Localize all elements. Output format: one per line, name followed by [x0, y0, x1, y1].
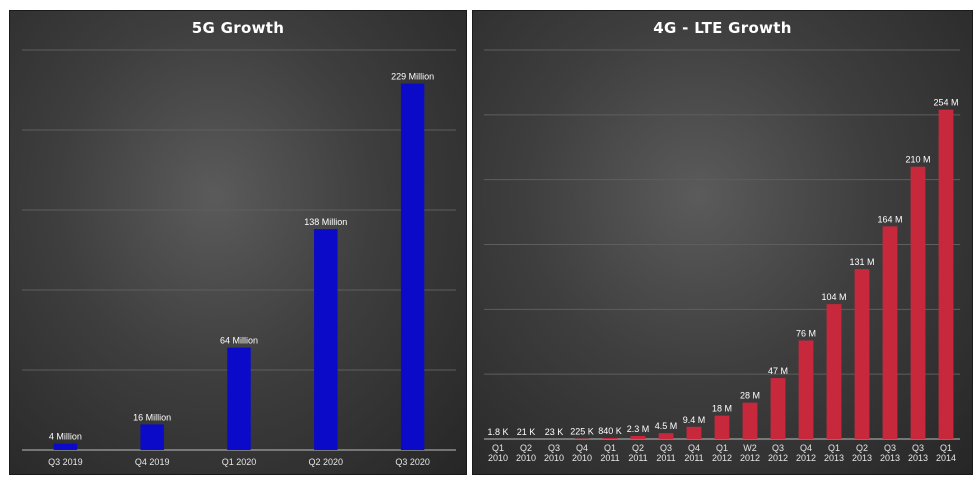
- lte-bar: [910, 166, 926, 439]
- lte-bar: [854, 269, 870, 439]
- lte-bar: [742, 402, 758, 439]
- lte-tick-label: 2014: [936, 453, 956, 463]
- lte-tick-label: Q2: [632, 443, 644, 453]
- chart-title-4g-lte: 4G - LTE Growth: [653, 19, 792, 37]
- lte-tick-label: 2010: [488, 453, 508, 463]
- lte-tick-label: 2012: [796, 453, 816, 463]
- chart-title-5g: 5G Growth: [191, 19, 285, 37]
- 5g-tick-label: Q4 2019: [135, 457, 170, 467]
- lte-tick-label: 2010: [572, 453, 592, 463]
- lte-tick-label: Q3: [772, 443, 784, 453]
- lte-tick-label: Q2: [856, 443, 868, 453]
- lte-tick-label: Q4: [800, 443, 812, 453]
- lte-tick-label: Q1: [940, 443, 952, 453]
- lte-data-label: 9.4 M: [683, 415, 706, 425]
- 5g-data-label: 16 Million: [133, 412, 171, 422]
- lte-bar: [826, 304, 842, 439]
- lte-bar: [686, 426, 702, 439]
- lte-tick-label: Q2: [520, 443, 532, 453]
- lte-tick-label: 2011: [600, 453, 619, 463]
- lte-data-label: 254 M: [933, 98, 958, 108]
- lte-data-label: 21 K: [517, 427, 536, 437]
- lte-data-label: 23 K: [545, 427, 564, 437]
- lte-tick-label: Q4: [688, 443, 700, 453]
- lte-bar: [882, 226, 898, 439]
- 5g-tick-label: Q2 2020: [309, 457, 344, 467]
- lte-tick-label: Q3: [912, 443, 924, 453]
- lte-tick-label: Q1: [604, 443, 616, 453]
- 5g-data-label: 229 Million: [391, 72, 434, 82]
- lte-data-label: 47 M: [768, 366, 788, 376]
- lte-bar: [602, 437, 618, 439]
- lte-tick-label: 2013: [880, 453, 900, 463]
- 5g-bar: [400, 83, 425, 450]
- lte-bar: [798, 340, 814, 439]
- lte-data-label: 1.8 K: [487, 427, 508, 437]
- lte-data-label: 18 M: [712, 404, 732, 414]
- lte-data-label: 4.5 M: [655, 421, 678, 431]
- lte-data-label: 210 M: [905, 155, 930, 165]
- lte-bar: [714, 415, 730, 439]
- lte-tick-label: Q3: [548, 443, 560, 453]
- lte-tick-label: Q3: [884, 443, 896, 453]
- 5g-bar: [140, 424, 164, 450]
- lte-tick-label: 2011: [656, 453, 675, 463]
- 5g-bar: [314, 229, 338, 450]
- lte-tick-label: Q1: [828, 443, 840, 453]
- lte-tick-label: 2012: [712, 453, 732, 463]
- lte-tick-label: 2012: [740, 453, 760, 463]
- lte-data-label: 225 K: [570, 427, 594, 437]
- lte-tick-label: 2011: [628, 453, 647, 463]
- chart-5g-growth: 4 Million Q3 2019 16 Million Q4 2019 64 Mill…: [22, 49, 456, 467]
- lte-data-label: 104 M: [821, 292, 846, 302]
- lte-tick-label: Q4: [576, 443, 588, 453]
- lte-tick-label: 2011: [684, 453, 703, 463]
- 5g-bar: [227, 347, 251, 450]
- lte-data-label: 28 M: [740, 391, 760, 401]
- 5g-tick-label: Q1 2020: [222, 457, 257, 467]
- lte-bar: [938, 109, 954, 439]
- lte-tick-label: 2013: [908, 453, 928, 463]
- 5g-data-label: 4 Million: [49, 432, 82, 442]
- lte-tick-label: 2010: [516, 453, 536, 463]
- lte-tick-label: 2012: [768, 453, 788, 463]
- chart-panel-4g-lte: 4G - LTE Growth 1.8 K Q1 2010 21 K Q2 2010 23 …: [472, 10, 973, 475]
- lte-data-label: 840 K: [598, 426, 622, 436]
- lte-data-label: 2.3 M: [627, 424, 650, 434]
- 5g-tick-label: Q3 2019: [48, 457, 83, 467]
- 5g-bar: [53, 443, 78, 450]
- lte-tick-label: 2010: [544, 453, 564, 463]
- 5g-data-label: 64 Million: [220, 336, 258, 346]
- lte-tick-label: 2013: [852, 453, 872, 463]
- chart-panel-5g: 5G Growth 4 Million Q3 2019 16 Million Q4 2…: [9, 10, 467, 475]
- lte-tick-label: W2: [743, 443, 757, 453]
- lte-data-label: 164 M: [877, 214, 902, 224]
- lte-tick-label: Q3: [660, 443, 672, 453]
- lte-tick-label: Q1: [716, 443, 728, 453]
- 5g-data-label: 138 Million: [304, 217, 347, 227]
- lte-bar: [630, 436, 646, 439]
- lte-tick-label: 2013: [824, 453, 844, 463]
- 5g-tick-label: Q3 2020: [395, 457, 430, 467]
- lte-bar: [770, 378, 786, 439]
- lte-data-label: 131 M: [849, 257, 874, 267]
- lte-tick-label: Q1: [492, 443, 504, 453]
- lte-data-label: 76 M: [796, 328, 816, 338]
- lte-bar: [658, 433, 674, 439]
